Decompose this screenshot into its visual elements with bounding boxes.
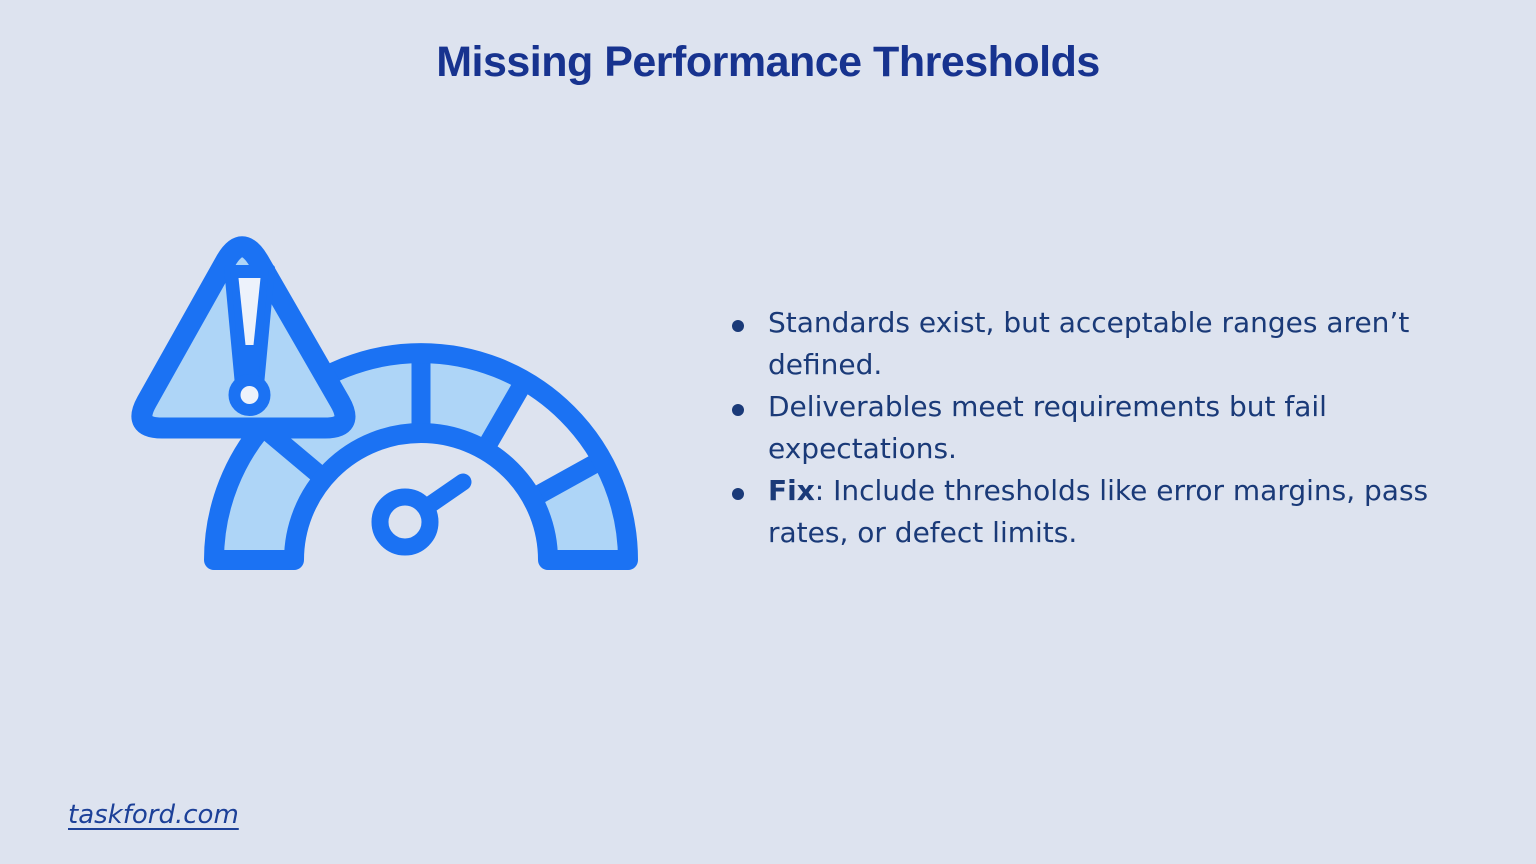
bullet-rest: Deliverables meet requirements but fail … [768, 390, 1327, 465]
warning-gauge-svg [131, 236, 638, 570]
warning-gauge-icon [100, 190, 660, 590]
bullet-rest: Standards exist, but acceptable ranges a… [768, 306, 1410, 381]
exclamation-icon [224, 265, 275, 416]
bullet-item: Deliverables meet requirements but fail … [732, 386, 1458, 470]
bullet-text: Standards exist, but acceptable ranges a… [768, 302, 1458, 386]
footer-link[interactable]: taskford.com [68, 800, 239, 830]
warning-triangle-icon [131, 236, 356, 439]
bullet-text: Deliverables meet requirements but fail … [768, 386, 1458, 470]
page-title: Missing Performance Thresholds [436, 38, 1100, 86]
exclamation-bar-inner [238, 278, 261, 345]
exclamation-dot [228, 374, 271, 416]
bullet-bold: Fix [768, 474, 815, 507]
bullet-dot [732, 320, 744, 332]
bullet-item: Standards exist, but acceptable ranges a… [732, 302, 1458, 386]
bullet-dot [732, 488, 744, 500]
bullet-dot [732, 404, 744, 416]
bullet-text: Fix: Include thresholds like error margi… [768, 470, 1458, 554]
bullet-item: Fix: Include thresholds like error margi… [732, 470, 1458, 554]
gauge-hub-icon [371, 488, 439, 556]
bullet-rest: : Include thresholds like error margins,… [768, 474, 1429, 549]
bullet-list: Standards exist, but acceptable ranges a… [732, 302, 1458, 554]
speedometer-gauge-icon [204, 343, 638, 570]
